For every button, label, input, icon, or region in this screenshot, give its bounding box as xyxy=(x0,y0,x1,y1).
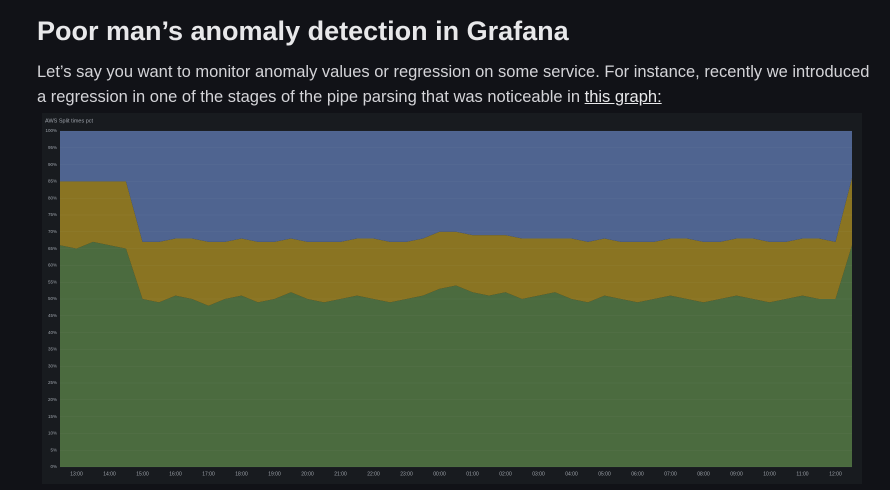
y-tick-label: 40% xyxy=(48,330,57,335)
y-tick-label: 30% xyxy=(48,363,57,368)
paragraph: Let’s say you want to monitor anomaly va… xyxy=(37,60,877,110)
x-tick-label: 21:00 xyxy=(334,471,347,477)
x-tick-label: 16:00 xyxy=(169,471,182,477)
y-tick-label: 25% xyxy=(48,380,57,385)
y-tick-label: 100% xyxy=(45,128,57,133)
x-tick-label: 20:00 xyxy=(301,471,314,477)
x-tick-label: 07:00 xyxy=(664,471,677,477)
x-tick-label: 10:00 xyxy=(763,471,776,477)
chart-title: AWS Split times pct xyxy=(45,118,94,124)
y-tick-label: 95% xyxy=(48,145,57,150)
x-tick-label: 03:00 xyxy=(532,471,545,477)
y-tick-label: 50% xyxy=(48,296,57,301)
y-tick-label: 90% xyxy=(48,162,57,167)
x-tick-label: 02:00 xyxy=(499,471,512,477)
y-tick-label: 75% xyxy=(48,212,57,217)
y-tick-label: 55% xyxy=(48,279,57,284)
y-tick-label: 15% xyxy=(48,414,57,419)
x-tick-label: 22:00 xyxy=(367,471,380,477)
x-tick-label: 06:00 xyxy=(631,471,644,477)
area xyxy=(60,131,852,242)
area xyxy=(60,178,852,306)
y-tick-label: 35% xyxy=(48,347,57,352)
x-tick-label: 08:00 xyxy=(697,471,710,477)
y-tick-label: 0% xyxy=(50,464,57,469)
y-tick-label: 45% xyxy=(48,313,57,318)
heading: Poor man’s anomaly detection in Grafana xyxy=(37,16,569,46)
paragraph-text: Let’s say you want to monitor anomaly va… xyxy=(37,63,870,106)
y-tick-label: 80% xyxy=(48,195,57,200)
x-tick-label: 18:00 xyxy=(235,471,248,477)
x-tick-label: 19:00 xyxy=(268,471,281,477)
y-tick-label: 60% xyxy=(48,263,57,268)
y-tick-label: 65% xyxy=(48,246,57,251)
area xyxy=(60,241,852,467)
x-tick-label: 05:00 xyxy=(598,471,611,477)
y-tick-label: 20% xyxy=(48,397,57,402)
x-tick-label: 14:00 xyxy=(103,471,116,477)
y-tick-label: 70% xyxy=(48,229,57,234)
x-tick-label: 12:00 xyxy=(829,471,842,477)
x-tick-label: 00:00 xyxy=(433,471,446,477)
y-tick-label: 5% xyxy=(50,447,57,452)
x-tick-label: 01:00 xyxy=(466,471,479,477)
x-tick-label: 04:00 xyxy=(565,471,578,477)
link[interactable]: this graph: xyxy=(584,88,662,106)
x-tick-label: 09:00 xyxy=(730,471,743,477)
x-tick-label: 15:00 xyxy=(136,471,149,477)
y-tick-label: 10% xyxy=(48,431,57,436)
y-tick-label: 85% xyxy=(48,179,57,184)
x-tick-label: 11:00 xyxy=(796,471,808,477)
x-tick-label: 17:00 xyxy=(202,471,215,477)
x-tick-label: 13:00 xyxy=(70,471,83,477)
x-tick-label: 23:00 xyxy=(400,471,413,477)
